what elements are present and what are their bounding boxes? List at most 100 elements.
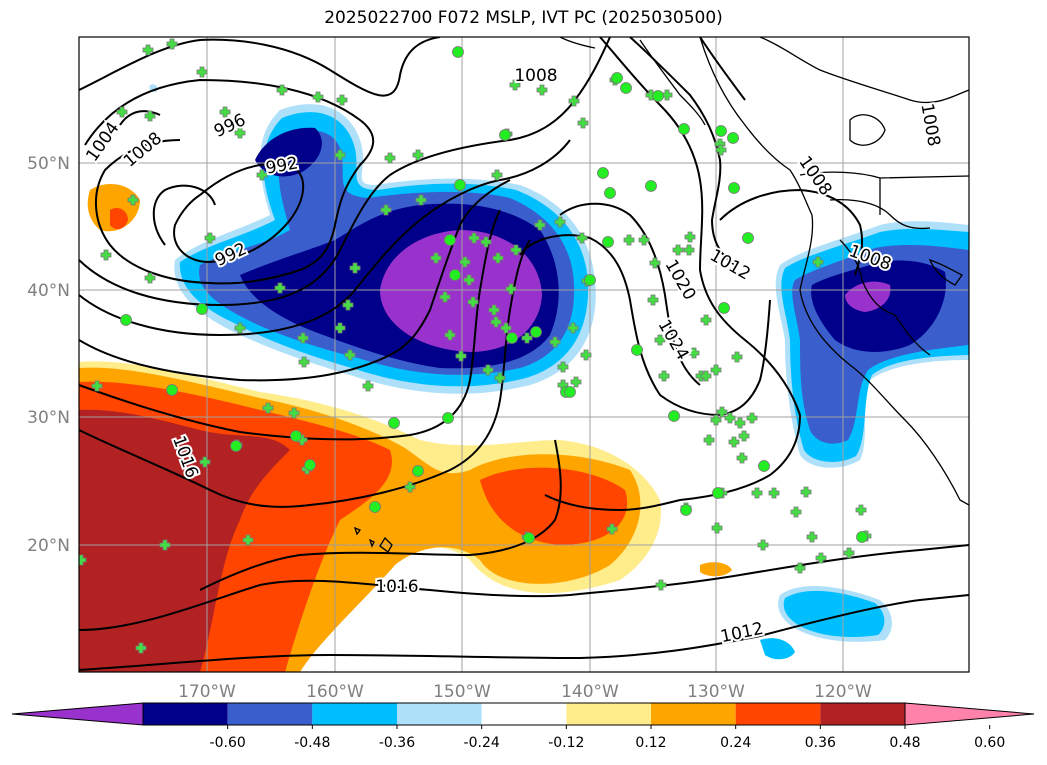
cross-marker: [342, 299, 354, 311]
cross-marker: [576, 232, 588, 244]
lon-tick-label: 120°W: [814, 682, 872, 702]
cross-marker: [204, 232, 216, 244]
cross-marker: [492, 252, 504, 264]
cross-marker: [661, 89, 673, 101]
circle-marker: [166, 384, 178, 396]
cross-marker: [509, 79, 521, 91]
circle-marker: [506, 332, 518, 344]
cross-marker: [380, 204, 392, 216]
cross-marker: [444, 329, 456, 341]
circle-marker: [620, 82, 632, 94]
cross-marker: [349, 262, 361, 274]
cross-marker: [494, 372, 506, 384]
colorbar-tick-label: -0.24: [464, 735, 500, 751]
circle-marker: [412, 465, 424, 477]
cross-marker: [127, 194, 139, 206]
cross-marker: [736, 452, 748, 464]
lat-tick-label: 40°N: [27, 281, 70, 301]
cross-marker: [336, 94, 348, 106]
cross-marker: [510, 244, 522, 256]
lon-tick-label: 160°W: [306, 682, 364, 702]
colorbar: -0.60 -0.48 -0.36 -0.24 -0.12 0.12 0.24 0.36 0.4…: [11, 702, 1035, 751]
cross-marker: [728, 436, 740, 448]
cross-marker: [79, 554, 87, 566]
colorbar-segment: [397, 703, 482, 725]
cross-marker: [606, 523, 618, 535]
cross-marker: [534, 219, 546, 231]
cross-marker: [491, 169, 503, 181]
ensemble-markers: [79, 38, 872, 654]
circle-marker: [597, 167, 609, 179]
circle-marker: [715, 125, 727, 137]
cross-marker: [312, 91, 324, 103]
cross-marker: [500, 322, 512, 334]
cross-marker: [490, 316, 502, 328]
circle-marker: [442, 412, 454, 424]
cross-marker: [715, 144, 727, 156]
cross-marker: [344, 349, 356, 361]
cross-marker: [688, 347, 700, 359]
circle-marker: [668, 410, 680, 422]
cross-marker: [144, 110, 156, 122]
cross-marker: [384, 152, 396, 164]
cross-marker: [219, 106, 231, 118]
cross-marker: [439, 291, 451, 303]
cross-marker: [297, 332, 309, 344]
cross-marker: [557, 361, 569, 373]
cross-marker: [334, 149, 346, 161]
cross-marker: [577, 117, 589, 129]
cross-marker: [710, 414, 722, 426]
cross-marker: [714, 138, 726, 150]
cross-marker: [480, 236, 492, 248]
circle-marker: [584, 274, 596, 286]
cross-marker: [700, 314, 712, 326]
cross-marker: [684, 231, 696, 243]
map-field: 1004100899699299210081008100810121020102…: [79, 37, 969, 672]
lat-tick-label: 50°N: [27, 154, 70, 174]
isobar-label: 1008: [794, 153, 835, 200]
cross-marker: [144, 272, 156, 284]
cross-marker: [751, 487, 763, 499]
cross-marker: [298, 356, 310, 368]
circle-marker: [196, 303, 208, 315]
cross-marker: [554, 216, 566, 228]
cross-marker: [567, 322, 579, 334]
axis-tick-labels: 170°W 160°W 150°W 140°W 130°W 120°W 50°N 40°N 30…: [27, 154, 872, 702]
colorbar-segment: [735, 703, 821, 725]
cross-marker: [580, 349, 592, 361]
circle-marker: [712, 487, 724, 499]
cross-marker: [404, 481, 416, 493]
cross-marker: [638, 234, 650, 246]
colorbar-tick-label: -0.12: [548, 735, 584, 751]
cross-marker: [166, 38, 178, 50]
cross-marker: [855, 504, 867, 516]
circle-marker: [718, 302, 730, 314]
cross-marker: [91, 380, 103, 392]
circle-marker: [604, 187, 616, 199]
cross-marker: [672, 244, 684, 256]
circle-marker: [290, 430, 302, 442]
cross-marker: [711, 522, 723, 534]
circle-marker: [499, 129, 511, 141]
lon-tick-label: 140°W: [561, 682, 619, 702]
cross-marker: [655, 579, 667, 591]
cross-marker: [710, 364, 722, 376]
circle-marker: [449, 269, 461, 281]
cross-marker: [430, 252, 442, 264]
cross-marker: [196, 66, 208, 78]
cross-marker: [683, 244, 695, 256]
cross-marker: [521, 332, 533, 344]
cross-marker: [463, 274, 475, 286]
circle-marker: [452, 46, 464, 58]
colorbar-tick-label: 0.60: [974, 735, 1005, 751]
negative-anomaly-shading: [149, 84, 969, 660]
cross-marker: [234, 127, 246, 139]
cross-marker: [415, 194, 427, 206]
cross-marker: [362, 380, 374, 392]
cross-marker: [734, 417, 746, 429]
circle-marker: [369, 501, 381, 513]
colorbar-tick-label: 0.36: [805, 735, 836, 751]
cross-marker: [455, 350, 467, 362]
cross-marker: [570, 376, 582, 388]
